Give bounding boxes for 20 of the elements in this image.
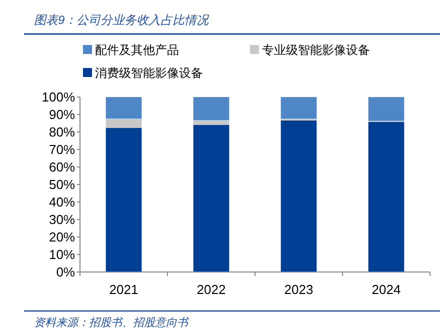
legend-label: 配件及其他产品 bbox=[95, 43, 179, 57]
chart-title: 图表9：公司分业务收入占比情况 bbox=[34, 13, 210, 27]
y-tick-label: 20% bbox=[48, 230, 76, 244]
legend-label: 消费级智能影像设备 bbox=[95, 66, 203, 80]
y-tick-label: 30% bbox=[48, 212, 76, 227]
y-tick-label: 70% bbox=[48, 142, 76, 157]
y-tick-label: 50% bbox=[48, 177, 76, 192]
text: 资料来源：招股书、招股意向书 bbox=[34, 316, 190, 329]
y-tick-label: 10% bbox=[48, 247, 76, 262]
y-tick-label: 80% bbox=[48, 124, 76, 140]
y-tick-label: 100% bbox=[42, 90, 76, 104]
y-tick-label: 60% bbox=[48, 160, 76, 174]
y-tick-label: 40% bbox=[48, 194, 76, 210]
x-tick-label: 2024 bbox=[372, 282, 401, 297]
y-tick-label: 90% bbox=[48, 107, 76, 122]
y-tick-label: 0% bbox=[56, 264, 76, 280]
x-tick-label: 2023 bbox=[284, 282, 314, 297]
x-tick-label: 2022 bbox=[196, 282, 226, 297]
x-tick-label: 2021 bbox=[109, 282, 138, 297]
legend-label: 专业级智能影像设备 bbox=[262, 43, 370, 57]
